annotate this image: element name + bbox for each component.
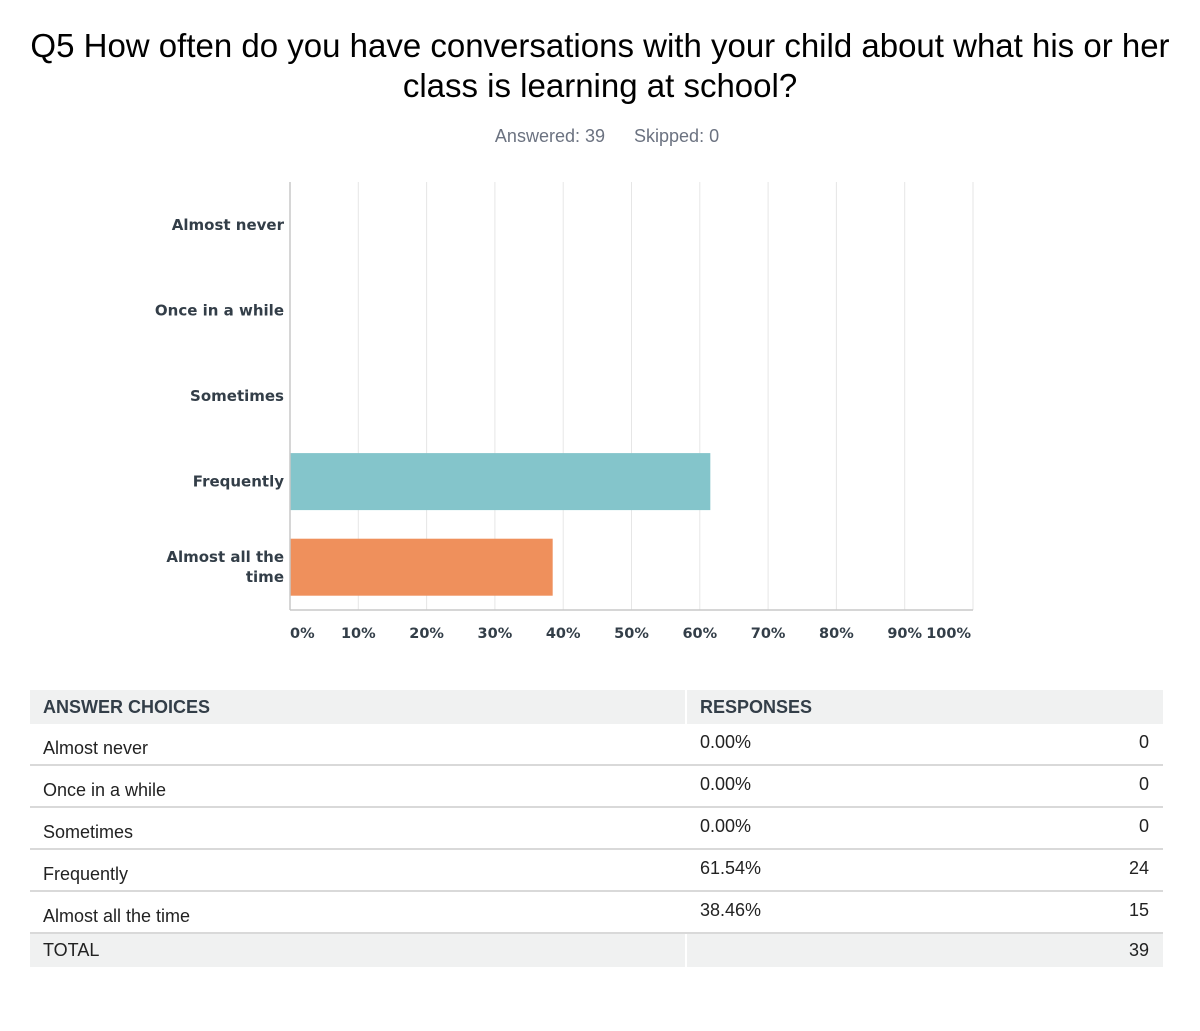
table-row: Once in a while 0.00% 0 (30, 766, 1163, 808)
total-label: TOTAL (43, 940, 100, 960)
table-row: Sometimes 0.00% 0 (30, 808, 1163, 850)
bar (290, 538, 553, 596)
row-choice: Almost all the time (43, 906, 191, 926)
category-label: Almost never (172, 216, 285, 234)
bar (290, 453, 711, 511)
row-percent: 0.00% (700, 816, 752, 836)
row-choice: Once in a while (43, 780, 167, 800)
category-label: time (246, 568, 284, 586)
x-tick-label: 60% (682, 626, 717, 642)
row-count: 0 (1138, 774, 1149, 794)
category-label: Frequently (193, 473, 284, 491)
row-count: 0 (1138, 816, 1149, 836)
row-percent: 0.00% (700, 732, 752, 752)
row-choice: Almost never (43, 738, 149, 758)
x-tick-label: 30% (478, 626, 513, 642)
x-tick-label: 10% (341, 626, 376, 642)
header-answer-choices: ANSWER CHOICES (43, 697, 211, 717)
x-tick-label: 100% (926, 626, 971, 642)
chart-title: Q5 How often do you have conversations w… (30, 27, 1170, 104)
x-tick-label: 0% (290, 626, 315, 642)
x-tick-label: 20% (409, 626, 444, 642)
x-tick-label: 50% (614, 626, 649, 642)
row-count: 24 (1128, 858, 1149, 878)
bar-chart: Almost never Once in a while Sometimes Freq… (155, 182, 974, 642)
row-choice: Frequently (43, 864, 129, 884)
category-label: Once in a while (155, 301, 284, 319)
row-percent: 0.00% (700, 774, 752, 794)
table-row: Almost all the time 38.46% 15 (30, 892, 1163, 934)
table-row: Almost never 0.00% 0 (30, 724, 1163, 766)
row-count: 15 (1128, 900, 1149, 920)
x-tick-label: 40% (546, 626, 581, 642)
answered-count: Answered: 39 (494, 126, 605, 146)
row-choice: Sometimes (43, 822, 134, 842)
skipped-count: Skipped: 0 (634, 126, 720, 146)
row-percent: 38.46% (700, 900, 762, 920)
response-summary: Answered: 39 Skipped: 0 (0, 126, 1200, 147)
x-tick-label: 80% (819, 626, 854, 642)
header-divider (685, 690, 687, 724)
results-table: ANSWER CHOICES RESPONSES Almost never 0.… (30, 690, 1163, 967)
table-total-row: TOTAL 39 (30, 934, 1163, 967)
table-header: ANSWER CHOICES RESPONSES (30, 690, 1163, 724)
row-percent: 61.54% (700, 858, 762, 878)
row-count: 0 (1138, 732, 1149, 752)
table-row: Frequently 61.54% 24 (30, 850, 1163, 892)
category-label: Almost all the (166, 548, 284, 566)
category-label: Sometimes (190, 387, 284, 405)
x-tick-label: 90% (887, 626, 922, 642)
total-divider (685, 934, 687, 967)
total-count: 39 (1128, 940, 1149, 960)
x-tick-label: 70% (751, 626, 786, 642)
header-responses: RESPONSES (700, 697, 813, 717)
